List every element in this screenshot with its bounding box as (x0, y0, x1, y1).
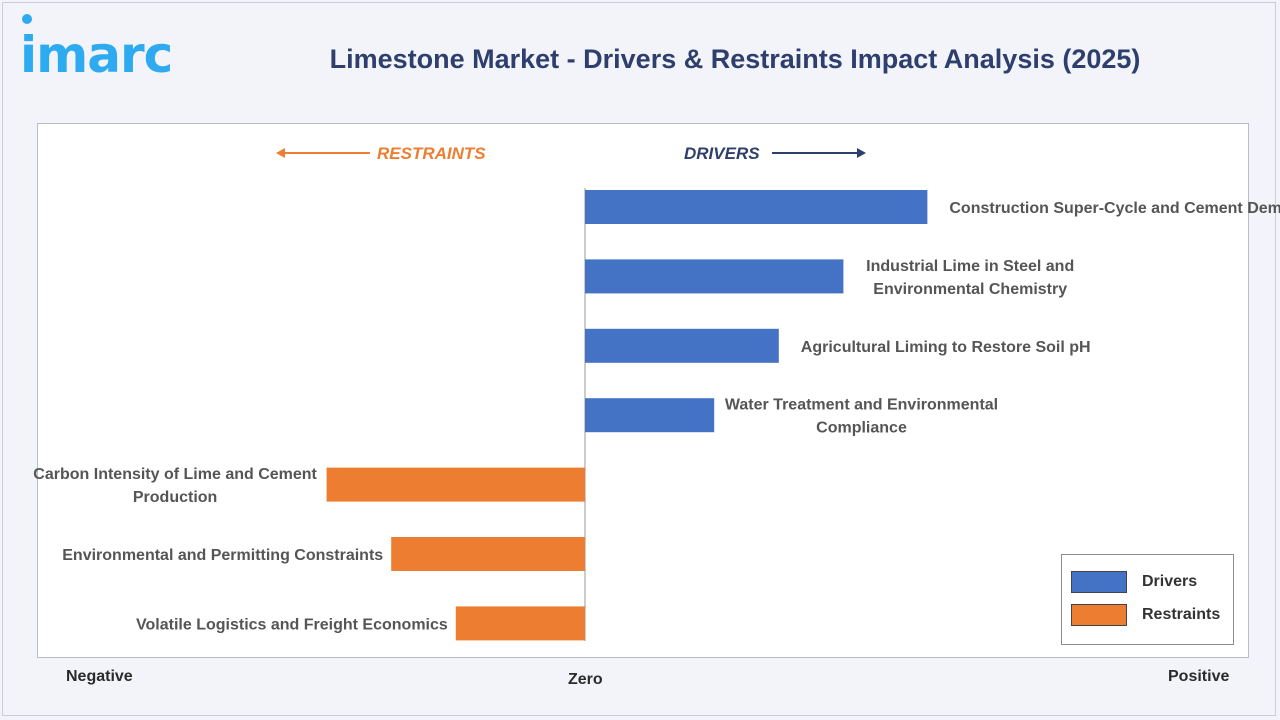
bar-drivers-1 (585, 259, 844, 294)
legend-label-drivers: Drivers (1142, 573, 1198, 590)
legend-item-drivers: Drivers (1071, 571, 1197, 593)
bar-restraints-5 (391, 537, 585, 571)
restraints-direction-label: RESTRAINTS (377, 144, 486, 163)
imarc-logo: imarc (20, 26, 173, 84)
legend-label-restraints: Restraints (1142, 606, 1221, 623)
category-label-6: Volatile Logistics and Freight Economics (136, 616, 448, 633)
chart-legend: Drivers Restraints (1061, 554, 1234, 645)
category-label-0: Construction Super-Cycle and Cement Dema… (949, 200, 1280, 217)
axis-positive-label: Positive (1168, 668, 1230, 685)
category-label-5: Environmental and Permitting Constraints (62, 547, 383, 564)
logo-dot (22, 14, 32, 24)
axis-zero-label: Zero (568, 671, 603, 688)
page-title: Limestone Market - Drivers & Restraints … (329, 44, 1141, 74)
restraints-arrow-icon (276, 148, 370, 158)
bar-restraints-6 (455, 606, 585, 641)
legend-swatch-drivers (1071, 571, 1127, 593)
bar-drivers-2 (585, 328, 779, 363)
axis-negative-label: Negative (66, 668, 133, 685)
legend-item-restraints: Restraints (1071, 604, 1220, 626)
category-label-4: Carbon Intensity of Lime and Cement Produ… (33, 466, 317, 506)
bar-drivers-3 (585, 398, 715, 433)
bar-restraints-4 (326, 467, 585, 502)
drivers-direction-label: DRIVERS (684, 144, 760, 163)
bar-drivers-0 (585, 190, 928, 224)
drivers-arrow-icon (772, 148, 866, 158)
category-label-2: Agricultural Liming to Restore Soil pH (801, 339, 1091, 356)
category-label-1: Industrial Lime in Steel and Environmenta… (866, 258, 1074, 298)
category-label-3: Water Treatment and Environmental Complia… (725, 397, 998, 437)
legend-swatch-restraints (1071, 604, 1127, 626)
